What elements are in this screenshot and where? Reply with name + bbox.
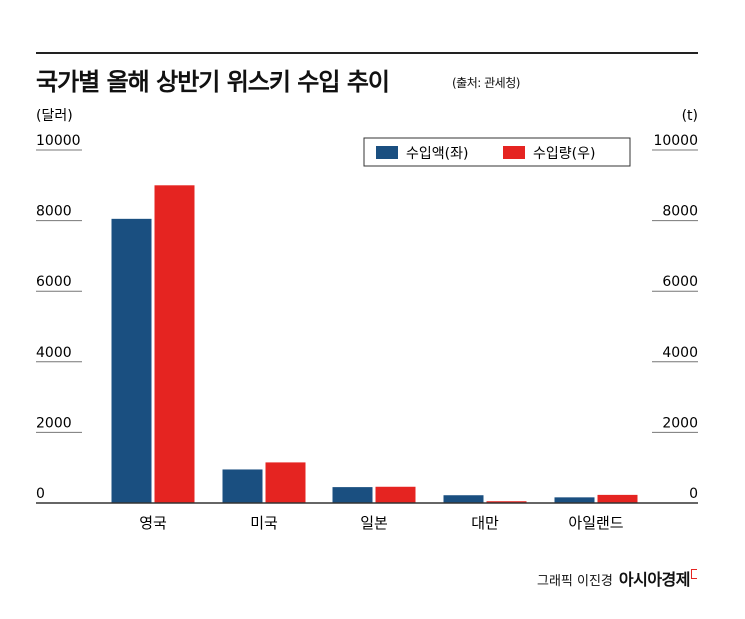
bar-import-amount (443, 495, 484, 503)
legend-box (363, 137, 631, 167)
gridlines (36, 149, 698, 433)
graphic-credit: 그래픽 이진경 (536, 574, 613, 589)
y-tick-label-left: 2000 (36, 415, 72, 431)
y-tick-label-right: 2000 (662, 415, 698, 431)
brand-logo: 아시아경제 (618, 570, 691, 589)
y-tick-label-left: 10000 (36, 133, 81, 149)
bar-import-amount (222, 469, 263, 503)
legend-swatch-import-amount (376, 146, 398, 159)
top-rule (36, 52, 698, 54)
bar-import-amount (332, 487, 373, 503)
y-axis-label-right: (t) (682, 108, 698, 124)
bars (111, 185, 638, 504)
y-tick-label-right: 8000 (662, 204, 698, 220)
x-tick-label: 영국 (139, 514, 167, 532)
brand-mark-icon (691, 569, 697, 579)
legend-swatch-import-volume (503, 146, 525, 159)
y-tick-label-left: 0 (36, 486, 45, 502)
y-tick-label-right: 0 (689, 486, 698, 502)
source-note: (출처: 관세청) (452, 76, 520, 90)
chart-title: 국가별 올해 상반기 위스키 수입 추이 (36, 68, 390, 96)
y-tick-label-right: 6000 (662, 274, 698, 290)
credit: 그래픽 이진경 아시아경제 (537, 566, 697, 590)
y-tick-label-left: 6000 (36, 274, 72, 290)
y-tick-label-right: 10000 (653, 133, 698, 149)
legend-label-import-volume: 수입량(우) (533, 146, 595, 162)
category-labels: 영국 미국 일본 대만 아일랜드 (139, 514, 624, 532)
bar-import-volume (486, 501, 527, 503)
bar-import-volume (597, 494, 638, 503)
bar-import-volume (375, 486, 416, 503)
x-tick-label: 일본 (360, 514, 388, 532)
bar-import-volume (154, 185, 195, 504)
bar-import-amount (111, 218, 152, 503)
legend-label-import-amount: 수입액(좌) (406, 146, 468, 162)
y-axis-label-left: (달러) (36, 108, 73, 124)
y-tick-label-left: 8000 (36, 204, 72, 220)
y-tick-label-right: 4000 (662, 345, 698, 361)
legend: 수입액(좌) 수입량(우) (363, 137, 631, 167)
y-tick-label-left: 4000 (36, 345, 72, 361)
x-tick-label: 대만 (471, 514, 499, 532)
bar-import-volume (265, 462, 306, 503)
bar-import-amount (554, 497, 595, 503)
x-tick-label: 미국 (250, 514, 278, 532)
tick-labels: 10000 8000 6000 4000 2000 0 10000 8000 6000 4000 2… (36, 133, 698, 502)
x-tick-label: 아일랜드 (568, 514, 623, 532)
